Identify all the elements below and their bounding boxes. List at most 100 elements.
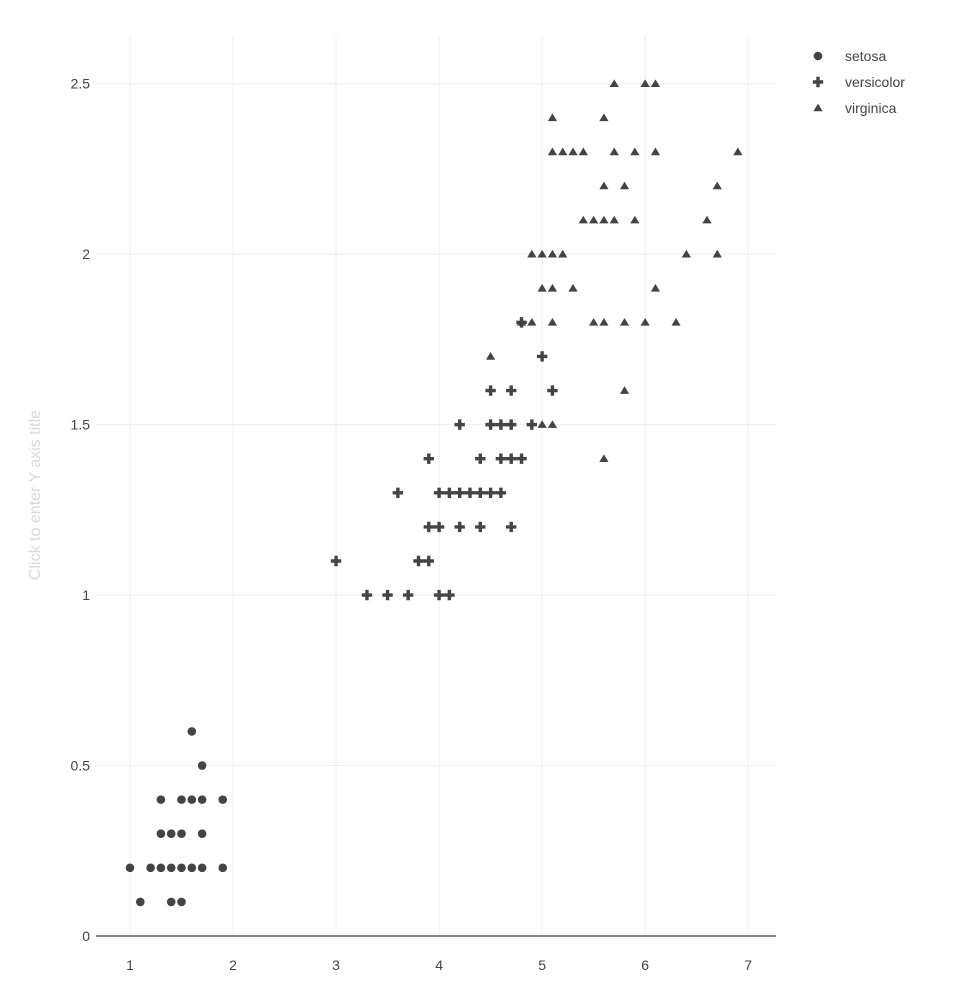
versicolor-point bbox=[454, 419, 465, 430]
virginica-point bbox=[712, 181, 722, 190]
virginica-point bbox=[681, 249, 691, 258]
x-tick-label: 3 bbox=[332, 957, 340, 973]
virginica-point bbox=[589, 317, 599, 326]
versicolor-point bbox=[423, 555, 434, 567]
versicolor-point bbox=[495, 487, 507, 499]
virginica-point bbox=[619, 386, 630, 394]
versicolor-point bbox=[536, 351, 548, 362]
virginica-point bbox=[589, 215, 599, 224]
setosa-point bbox=[156, 863, 166, 873]
legend-item-versicolor[interactable]: versicolor bbox=[812, 74, 905, 90]
virginica-point bbox=[733, 147, 743, 156]
versicolor-point bbox=[526, 419, 538, 430]
versicolor-point bbox=[516, 453, 527, 464]
x-tick-label: 7 bbox=[744, 957, 752, 973]
setosa-point bbox=[197, 829, 207, 839]
y-tick-label: 1 bbox=[82, 587, 90, 603]
virginica-point bbox=[619, 317, 630, 326]
versicolor-point bbox=[475, 521, 486, 533]
setosa-point bbox=[177, 863, 186, 873]
virginica-point bbox=[630, 147, 640, 156]
virginica-point bbox=[547, 147, 558, 156]
versicolor-point bbox=[402, 589, 414, 601]
virginica-point bbox=[630, 215, 640, 224]
virginica-point bbox=[650, 79, 661, 88]
setosa-point bbox=[197, 863, 207, 873]
virginica-point bbox=[537, 283, 547, 292]
virginica-point bbox=[547, 249, 558, 258]
setosa-point bbox=[166, 863, 176, 873]
versicolor-point bbox=[485, 419, 496, 430]
versicolor-point bbox=[464, 487, 476, 499]
virginica-point bbox=[527, 317, 537, 326]
versicolor-point bbox=[433, 487, 445, 499]
legend-label: versicolor bbox=[845, 74, 905, 90]
setosa-point bbox=[197, 795, 207, 804]
virginica-point bbox=[516, 317, 527, 326]
legend-label: virginica bbox=[845, 100, 897, 116]
virginica-point bbox=[609, 215, 619, 224]
versicolor-point bbox=[330, 555, 342, 567]
setosa-legend-marker bbox=[813, 51, 823, 61]
legend-item-setosa[interactable]: setosa bbox=[813, 48, 887, 64]
setosa-point bbox=[218, 863, 228, 873]
y-tick-label: 1.5 bbox=[71, 417, 91, 433]
legend-item-virginica[interactable]: virginica bbox=[813, 100, 897, 116]
versicolor-point bbox=[506, 521, 517, 533]
y-tick-label: 0.5 bbox=[71, 758, 91, 774]
x-tick-label: 4 bbox=[435, 957, 443, 973]
legend[interactable]: setosa versicolor virginica bbox=[812, 48, 905, 116]
versicolor-point bbox=[433, 521, 445, 533]
setosa-point bbox=[187, 795, 197, 804]
y-tick-label: 2.5 bbox=[71, 76, 91, 92]
x-tick-label: 1 bbox=[126, 957, 134, 973]
setosa-point bbox=[166, 829, 176, 839]
versicolor-point bbox=[433, 589, 445, 601]
setosa-point bbox=[177, 897, 186, 907]
versicolor-point bbox=[423, 453, 434, 464]
virginica-point bbox=[640, 317, 650, 326]
versicolor-point bbox=[423, 521, 434, 533]
versicolor-point bbox=[495, 419, 507, 430]
virginica-point bbox=[578, 147, 588, 156]
virginica-point bbox=[702, 215, 712, 224]
virginica-point bbox=[547, 317, 558, 326]
setosa-point bbox=[156, 829, 166, 839]
virginica-point bbox=[527, 249, 537, 258]
setosa-point bbox=[177, 795, 186, 804]
setosa-point bbox=[156, 795, 166, 804]
versicolor-point bbox=[444, 589, 455, 601]
virginica-point bbox=[599, 113, 609, 122]
versicolor-point bbox=[361, 589, 373, 601]
x-tick-label: 6 bbox=[641, 957, 649, 973]
virginica-point bbox=[578, 215, 588, 224]
setosa-point bbox=[197, 761, 207, 770]
versicolor-point bbox=[475, 487, 486, 499]
versicolor-point bbox=[475, 453, 486, 464]
virginica-point bbox=[547, 420, 558, 428]
versicolor-point bbox=[382, 589, 393, 601]
virginica-point bbox=[650, 283, 661, 292]
virginica-point bbox=[640, 79, 650, 88]
versicolor-point bbox=[392, 487, 404, 499]
virginica-point bbox=[537, 420, 547, 428]
setosa-point bbox=[177, 829, 186, 839]
virginica-point bbox=[619, 181, 630, 190]
versicolor-point bbox=[485, 487, 496, 499]
versicolor-point bbox=[485, 385, 496, 396]
virginica-point bbox=[547, 113, 558, 122]
virginica-point bbox=[568, 283, 578, 292]
virginica-point bbox=[609, 79, 619, 88]
setosa-point bbox=[136, 897, 145, 907]
versicolor-point bbox=[454, 487, 465, 499]
y-axis-title[interactable]: Click to enter Y axis title bbox=[27, 410, 44, 580]
points-layer bbox=[125, 79, 743, 907]
axis-layer: 1 2 3 4 5 6 7 0 0.5 1 1.5 2 2.5 bbox=[71, 76, 776, 973]
setosa-point bbox=[187, 727, 197, 736]
virginica-point bbox=[558, 147, 568, 156]
versicolor-point bbox=[495, 453, 507, 464]
y-tick-label: 0 bbox=[82, 928, 90, 944]
virginica-point bbox=[599, 317, 609, 326]
versicolor-point bbox=[413, 555, 424, 567]
